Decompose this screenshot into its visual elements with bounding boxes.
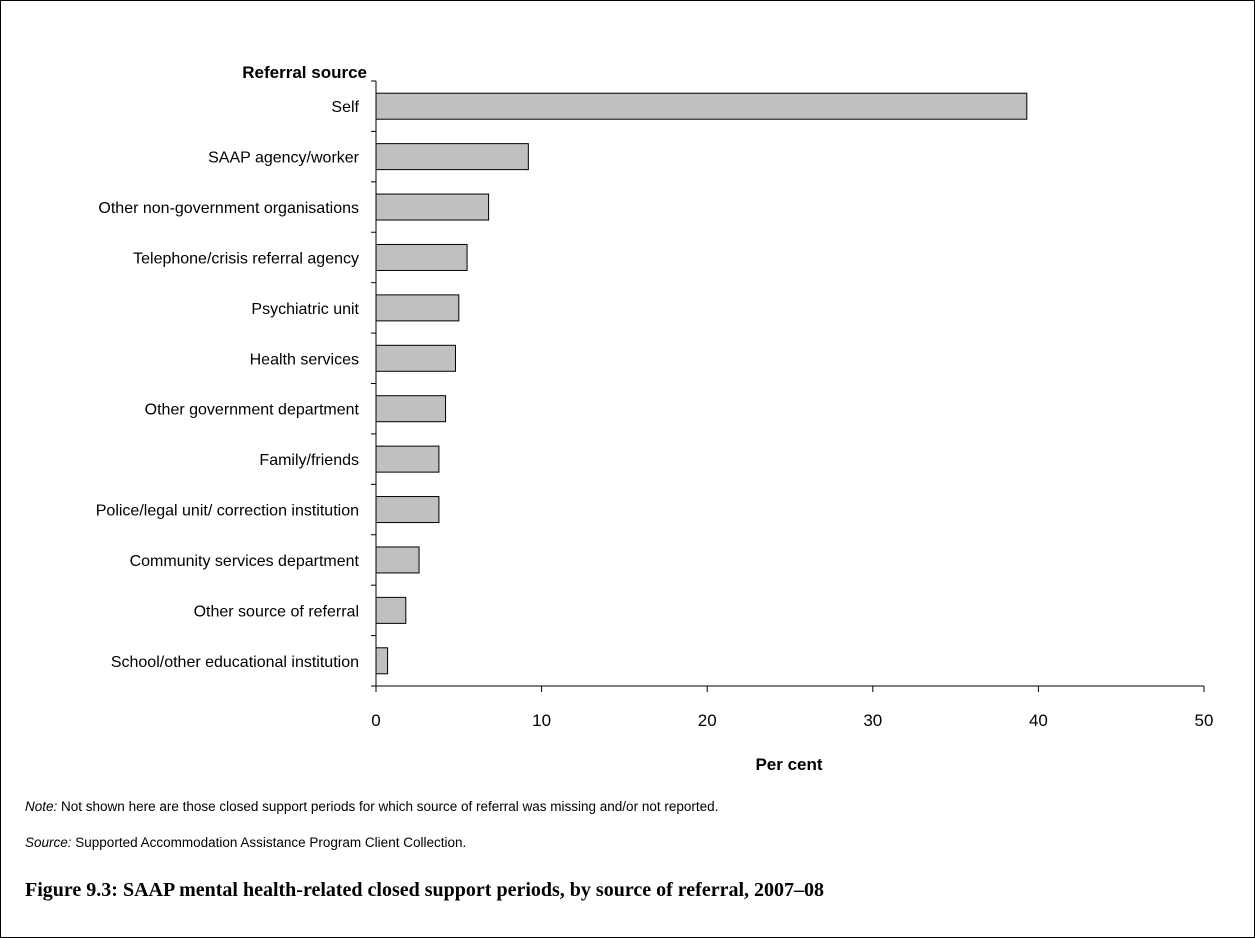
note-label: Note:	[25, 799, 58, 814]
x-tick-label: 50	[1195, 711, 1214, 730]
category-label: SAAP agency/worker	[208, 150, 360, 167]
category-label: Family/friends	[259, 452, 359, 469]
bar	[375, 647, 389, 675]
category-label: Psychiatric unit	[251, 301, 359, 318]
category-label: Other source of referral	[194, 603, 359, 620]
bar	[375, 243, 468, 271]
x-tick-label: 30	[863, 711, 882, 730]
bar	[375, 395, 447, 423]
bar	[375, 546, 420, 574]
bar	[375, 344, 456, 372]
bar	[375, 596, 407, 624]
bar	[375, 445, 440, 473]
x-tick-label: 10	[532, 711, 551, 730]
source-line: Source: Supported Accommodation Assistan…	[25, 835, 466, 850]
x-tick-label: 40	[1029, 711, 1048, 730]
x-axis: 0 10 20 30 40 50	[371, 80, 1214, 730]
category-group-title: Referral source	[242, 63, 367, 82]
source-label: Source:	[25, 835, 72, 850]
bars-layer: Self SAAP agency/worker Other non-governme…	[96, 92, 1028, 675]
figure-caption: Figure 9.3: SAAP mental health-related c…	[25, 879, 825, 901]
bar	[375, 496, 440, 524]
category-label: Health services	[250, 351, 359, 368]
category-label: Police/legal unit/ correction institutio…	[96, 503, 359, 520]
category-label: Telephone/crisis referral agency	[133, 250, 359, 267]
bar	[375, 294, 460, 322]
x-axis-title: Per cent	[755, 755, 822, 774]
bar-chart: Referral source Self SAAP agency/worker Ot…	[96, 63, 1214, 774]
bar	[375, 92, 1028, 120]
category-label: Other non-government organisations	[98, 200, 359, 217]
note-line: Note: Not shown here are those closed su…	[25, 799, 718, 814]
x-tick-label: 0	[371, 711, 380, 730]
category-label: Self	[331, 99, 359, 116]
bar	[375, 193, 490, 221]
source-text: Supported Accommodation Assistance Progr…	[71, 835, 467, 850]
bar	[375, 143, 529, 171]
x-tick-label: 20	[698, 711, 717, 730]
category-label: Community services department	[130, 553, 360, 570]
note-text: Not shown here are those closed support …	[57, 799, 719, 814]
category-label: Other government department	[145, 402, 360, 419]
category-label: School/other educational institution	[111, 654, 359, 671]
